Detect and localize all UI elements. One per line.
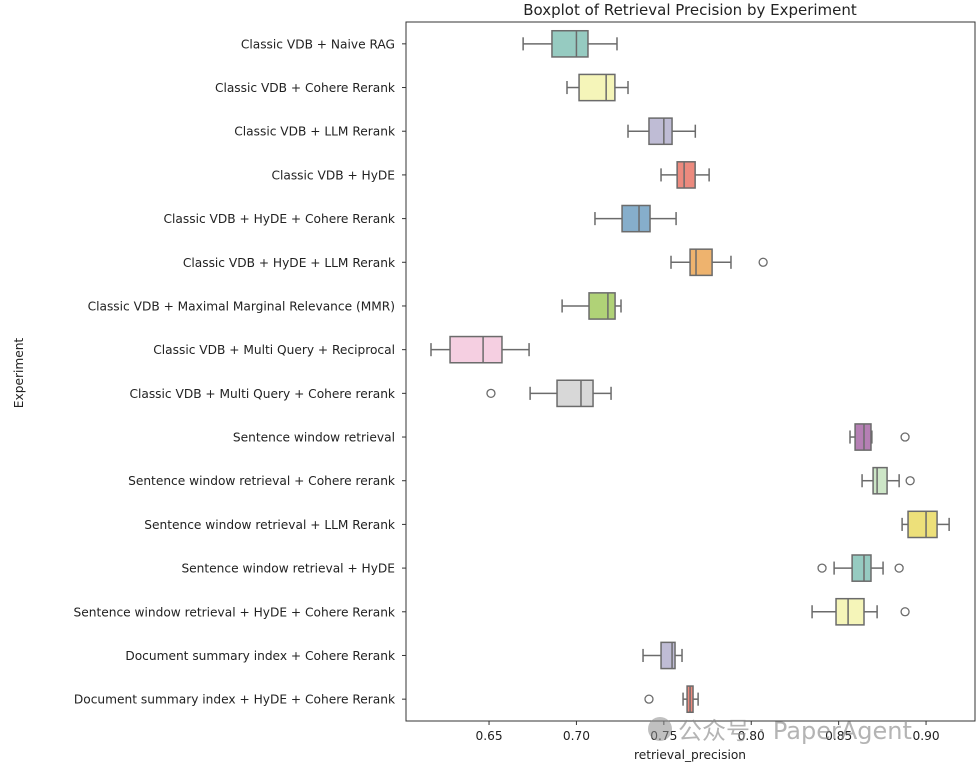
outlier-point [486, 388, 496, 398]
y-tick-label: Document summary index + HyDE + Cohere R… [74, 693, 396, 707]
outlier-point [905, 476, 915, 486]
y-tick-label: Classic VDB + HyDE + Cohere Rerank [164, 212, 396, 226]
box [449, 335, 503, 364]
box [835, 597, 865, 626]
box-group [660, 161, 710, 189]
box-group [849, 423, 910, 451]
outlier-point [758, 257, 768, 267]
outlier-point [817, 563, 827, 573]
y-tick-label: Classic VDB + HyDE + LLM Rerank [183, 256, 396, 270]
x-tick-label: 0.80 [738, 729, 765, 743]
y-tick-label: Classic VDB + Maximal Marginal Relevance… [88, 299, 395, 313]
box-group [817, 554, 904, 582]
outlier-point [900, 432, 910, 442]
box [689, 248, 713, 277]
box-group [486, 379, 612, 408]
box [854, 423, 872, 451]
box-group [644, 685, 699, 714]
x-tick-label: 0.70 [563, 729, 590, 743]
x-tick-label: 0.75 [650, 729, 677, 743]
box [676, 161, 696, 189]
x-axis: 0.65 0.70 0.75 0.80 0.85 0.90 [475, 721, 940, 743]
box-group [594, 204, 677, 233]
box [851, 554, 872, 582]
box [648, 117, 673, 146]
x-tick-label: 0.65 [475, 729, 502, 743]
x-axis-label: retrieval_precision [634, 748, 746, 762]
y-tick-label: Document summary index + Cohere Rerank [125, 649, 396, 663]
box-group [642, 641, 683, 670]
box-group [430, 335, 530, 364]
x-tick-label: 0.90 [912, 729, 939, 743]
y-tick-label: Classic VDB + HyDE [271, 168, 395, 182]
y-tick-label: Classic VDB + Multi Query + Cohere reran… [129, 387, 395, 401]
box [907, 510, 938, 539]
box-group [670, 248, 768, 277]
y-tick-label: Sentence window retrieval + HyDE [181, 562, 395, 576]
y-tick-label: Sentence window retrieval + HyDE + Coher… [74, 605, 396, 619]
y-tick-label: Classic VDB + Multi Query + Reciprocal [153, 343, 395, 357]
box-group [566, 73, 629, 102]
box [660, 641, 676, 670]
outlier-point [894, 563, 904, 573]
chart-title: Boxplot of Retrieval Precision by Experi… [523, 1, 857, 19]
box-group [522, 29, 618, 58]
box-group [561, 292, 622, 320]
box-group [811, 597, 910, 626]
box-group [901, 510, 950, 539]
y-tick-label: Sentence window retrieval + Cohere reran… [128, 474, 396, 488]
box-group [861, 466, 915, 495]
box [578, 73, 616, 102]
box [551, 29, 589, 58]
box [556, 379, 594, 408]
outlier-point [900, 607, 910, 617]
y-tick-label: Sentence window retrieval + LLM Rerank [144, 518, 396, 532]
y-tick-label: Classic VDB + Naive RAG [241, 37, 395, 51]
outlier-point [644, 694, 654, 704]
plot-area [430, 29, 950, 714]
y-axis: Classic VDB + Naive RAG Classic VDB + Coh… [74, 37, 406, 707]
box [872, 466, 888, 495]
y-axis-label: Experiment [12, 338, 26, 409]
box [588, 292, 616, 320]
y-tick-label: Sentence window retrieval [233, 431, 395, 445]
y-tick-label: Classic VDB + Cohere Rerank [215, 81, 396, 95]
y-tick-label: Classic VDB + LLM Rerank [234, 125, 396, 139]
box [621, 204, 651, 233]
box-group [627, 117, 697, 146]
plot-frame [405, 21, 976, 722]
x-tick-label: 0.85 [825, 729, 852, 743]
